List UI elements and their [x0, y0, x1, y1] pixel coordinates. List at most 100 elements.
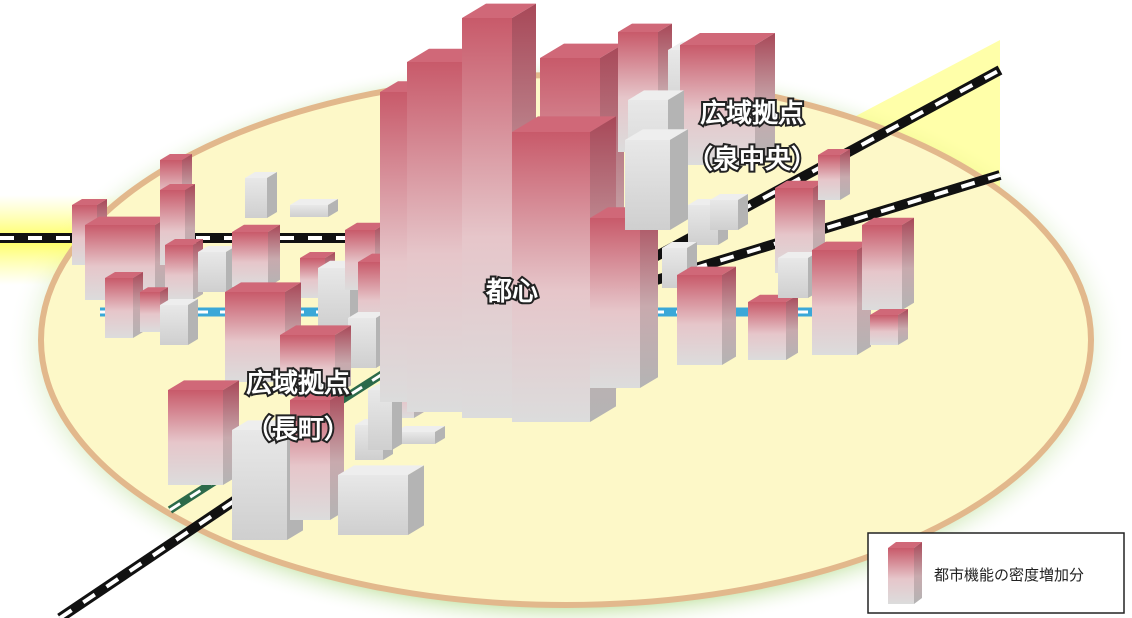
building-face [280, 325, 351, 335]
building-face [395, 426, 445, 432]
building-face [232, 232, 268, 287]
building-face [188, 299, 198, 345]
building-face [338, 465, 424, 475]
building-face [898, 309, 908, 345]
building-face [862, 217, 914, 225]
hub-label: 広域拠点 [700, 98, 804, 129]
building-face [280, 335, 335, 395]
building-face [748, 302, 786, 360]
hub-place: （泉中央） [687, 144, 817, 175]
building-face [290, 199, 338, 205]
building-face [775, 188, 813, 273]
building-face [662, 242, 697, 248]
building-face [290, 400, 330, 520]
building-face [818, 155, 840, 200]
building-face [738, 194, 748, 230]
building-face [408, 465, 424, 535]
building-face [232, 420, 303, 430]
building-face [335, 325, 351, 395]
building-face [710, 200, 738, 230]
building-face [160, 154, 192, 160]
building-face [160, 184, 195, 190]
legend-icon [914, 542, 922, 604]
building-face [225, 282, 301, 292]
legend-text: 都市機能の密度増加分 [934, 566, 1084, 584]
building-face [512, 116, 616, 132]
building-face [300, 252, 335, 258]
legend-icon [888, 548, 914, 604]
building-face [105, 278, 133, 338]
hub-label: 広域拠点 [246, 368, 350, 399]
building-face [628, 90, 684, 100]
building-face [462, 18, 512, 418]
building-face [670, 129, 688, 230]
building-face [902, 217, 914, 310]
building-face [168, 390, 223, 485]
building-face [290, 205, 328, 217]
building-face [338, 475, 408, 535]
building-face [870, 309, 908, 315]
building-face [245, 178, 267, 218]
building-face [140, 292, 160, 332]
building-face [85, 216, 169, 225]
building-face [512, 132, 590, 422]
hub-place: （長町） [246, 415, 350, 445]
building-face [590, 218, 640, 388]
building-face [232, 430, 287, 540]
building-face [775, 180, 825, 188]
building-face [72, 199, 107, 205]
building-face [625, 129, 688, 140]
building-face [395, 432, 435, 444]
building-face [140, 287, 168, 292]
building-face [380, 92, 410, 402]
building-face [318, 268, 350, 328]
building-face [812, 241, 871, 250]
building-face [818, 149, 850, 155]
building-face [165, 245, 193, 300]
building-face [680, 33, 775, 45]
building-face [345, 222, 387, 230]
building-face [168, 380, 239, 390]
building-face [198, 246, 236, 252]
buildings [72, 3, 914, 540]
building-face [677, 266, 736, 275]
building-face [812, 250, 857, 355]
legend: 都市機能の密度増加分 [867, 532, 1125, 614]
building-face [625, 140, 670, 230]
building-face [778, 258, 808, 298]
building-face [198, 252, 226, 292]
building-face [232, 224, 280, 232]
building-face [267, 172, 277, 218]
building-face [840, 149, 850, 200]
building-face [368, 390, 392, 450]
center-label: 都心 [485, 277, 538, 307]
building-face [225, 292, 285, 382]
building-face [462, 3, 536, 18]
building-face [160, 305, 188, 345]
building-face [328, 199, 338, 217]
building-face [540, 43, 624, 58]
building-face [245, 172, 277, 178]
building-face [348, 318, 376, 368]
building-face [105, 272, 143, 278]
building-face [870, 315, 898, 345]
building-face [778, 252, 818, 258]
building-face [618, 23, 672, 32]
building-face [268, 224, 280, 287]
building-face [640, 207, 658, 388]
building-face [710, 194, 748, 200]
building-face [722, 266, 736, 365]
building-face [165, 239, 203, 245]
building-face [680, 45, 755, 165]
building-face [290, 391, 344, 400]
building-face [755, 33, 775, 165]
building-face [435, 426, 445, 444]
building-face [786, 294, 798, 360]
building-face [407, 62, 462, 412]
building-face [677, 275, 722, 365]
building-face [160, 299, 198, 305]
building-face [348, 312, 386, 318]
legend-icon [888, 542, 922, 548]
building-face [862, 225, 902, 310]
